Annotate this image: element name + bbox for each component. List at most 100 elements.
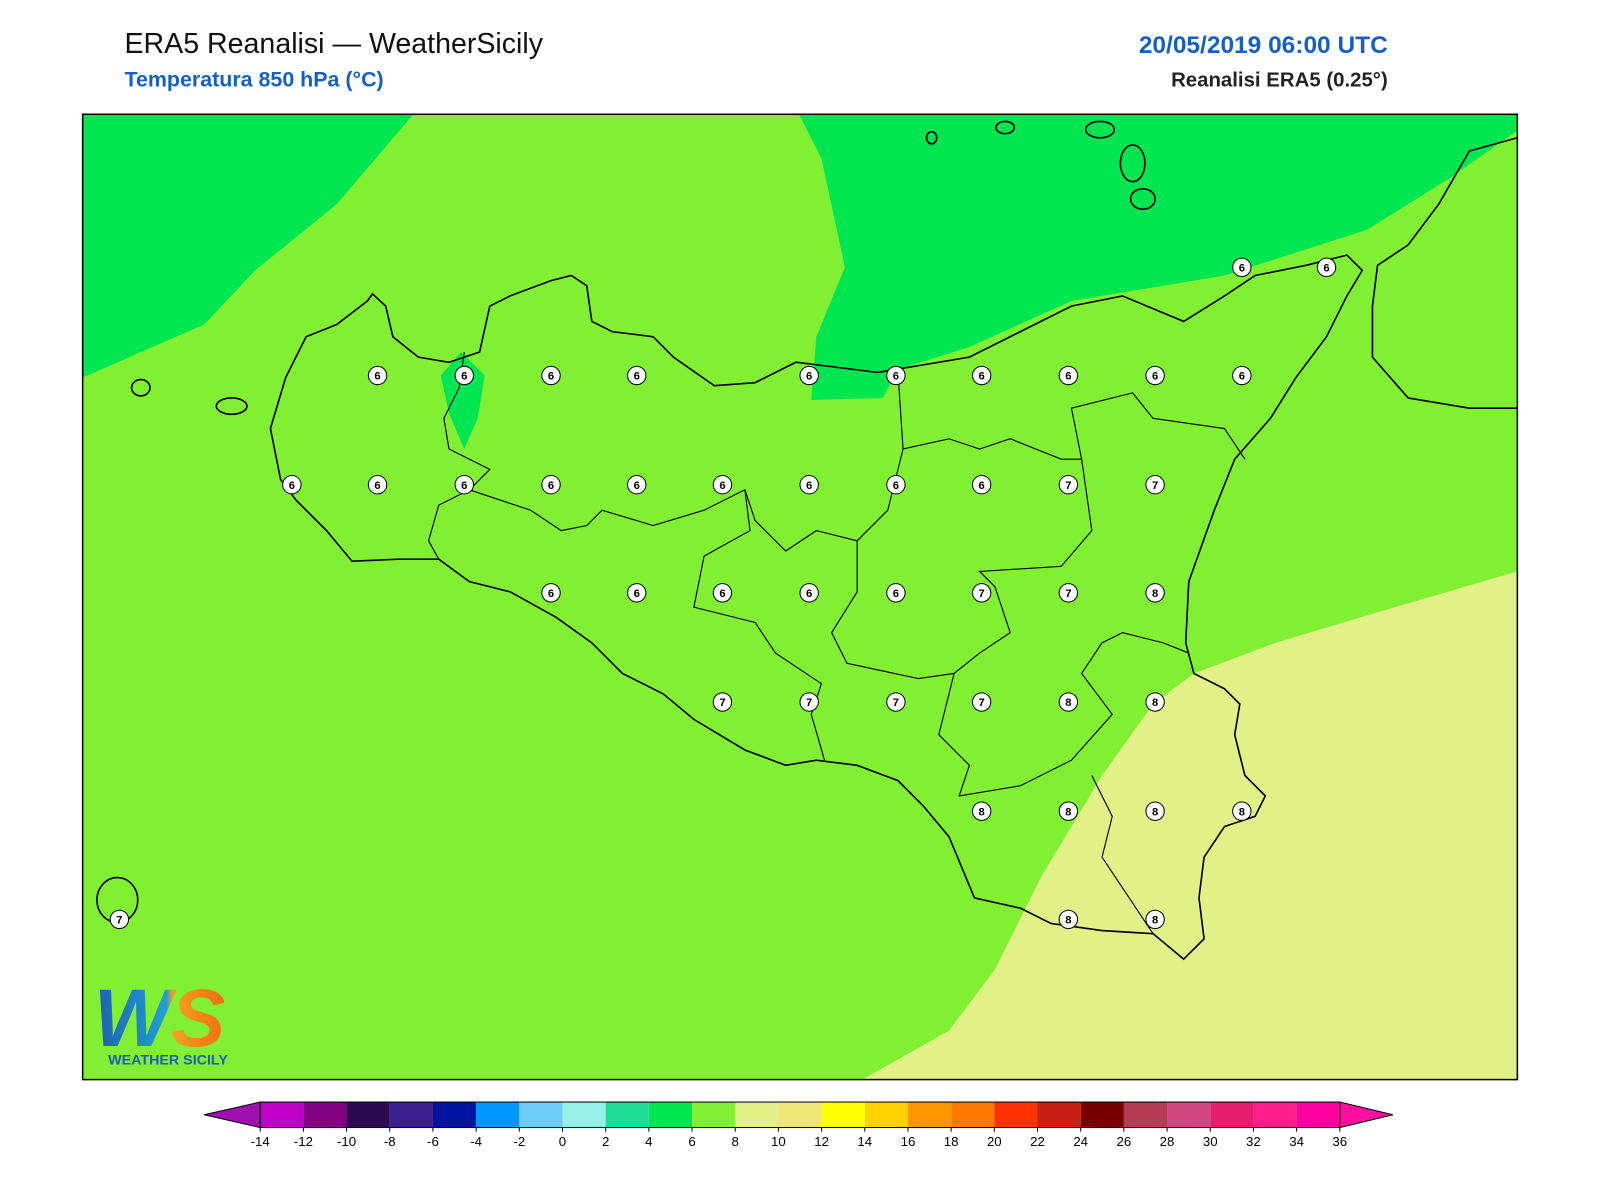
colorbar-tick-label: 32 [1246,1134,1261,1149]
point-value: 7 [116,914,122,926]
colorbar-bin [692,1102,736,1128]
colorbar-bin [260,1102,304,1128]
point-value: 7 [979,697,985,709]
field-4-6 [798,114,1518,401]
colorbar-bin [1210,1102,1254,1128]
point-value: 8 [1152,697,1158,709]
datetime: 20/05/2019 06:00 UTC [1139,32,1388,59]
colorbar-bin [778,1102,822,1128]
point-marker [1145,365,1165,386]
point-value: 6 [461,371,467,383]
colorbar-bin [735,1102,779,1128]
point-value: 7 [806,697,812,709]
point-value: 6 [979,371,985,383]
colorbar-bin [346,1102,390,1128]
colorbar-tick-label: 6 [688,1134,695,1149]
colorbar-bin [1123,1102,1168,1128]
point-value: 8 [1239,806,1245,818]
point-marker [886,475,906,495]
colorbar-tick-label: 18 [944,1134,959,1149]
point-value: 7 [1065,480,1071,492]
point-marker [1232,257,1252,278]
point-marker [799,475,819,495]
colorbar-tick-label: 16 [901,1134,916,1149]
island [130,378,151,397]
point-value: 6 [374,371,380,383]
point-marker [799,583,819,603]
colorbar-tick-label: 10 [771,1134,786,1149]
point-value: 6 [806,480,812,492]
island [215,397,248,416]
colorbar-tick-label: 2 [602,1134,609,1149]
colorbar-tick-label: -12 [294,1134,313,1149]
point-value: 7 [1152,480,1158,492]
point-value: 8 [1065,697,1071,709]
field-8-10 [862,571,1518,1080]
point-marker [712,475,733,495]
point-value: 6 [289,480,295,492]
colorbar-frame [259,1101,1341,1129]
point-value: 6 [893,480,899,492]
colorbar-bin [1296,1102,1340,1128]
logo-mark: WS [94,973,226,1064]
point-marker [971,475,992,495]
point-marker [454,475,474,495]
point-value: 6 [979,480,985,492]
point-marker [1232,365,1252,386]
island [1119,144,1146,183]
point-value: 6 [374,480,380,492]
colorbar-tick-label: 14 [857,1134,872,1149]
point-value: 6 [634,371,640,383]
colorbar-bin [1037,1102,1081,1128]
point-value: 7 [1065,588,1071,600]
colorbar-bin [1080,1102,1124,1128]
logo: WS WEATHER SICILY [94,973,228,1068]
colorbar-tick-label: 28 [1160,1134,1175,1149]
point-value: 6 [1065,371,1071,383]
point-value: 6 [719,480,725,492]
point-marker [971,692,992,712]
point-marker [1058,475,1079,495]
coastline [269,254,1364,961]
field-4-6 [82,114,414,378]
point-marker [971,365,992,386]
map-frame [81,113,1519,1081]
island [995,120,1016,135]
colorbar-tick-label: -6 [427,1134,439,1149]
colorbar-tick-label: 36 [1332,1134,1347,1149]
point-marker [1145,475,1165,495]
point-value: 6 [893,588,899,600]
point-marker [886,365,906,386]
colorbar-bin [951,1102,995,1128]
island [1129,187,1156,210]
point-value: 6 [548,371,554,383]
colorbar: -14 -12 -10 -8 -6 -4 -2 0 2 4 6 8 10 12 14 16 18 20 22 24 26… [203,1101,1393,1149]
colorbar-bin [432,1102,477,1128]
point-value: 6 [548,480,554,492]
point-marker [627,583,647,603]
colorbar-tick-label: 22 [1030,1134,1045,1149]
point-value: 6 [1239,262,1245,274]
island [1084,120,1116,139]
coastline [1371,136,1518,409]
point-marker [1058,801,1079,821]
point-value: 6 [719,588,725,600]
point-value: 8 [1152,806,1158,818]
point-marker [1058,583,1079,603]
point-value: 6 [1152,371,1158,383]
point-marker [541,475,561,495]
point-marker [1316,257,1337,278]
point-marker [1145,692,1165,712]
point-value: 8 [1065,806,1071,818]
point-marker [971,583,992,603]
point-value: 7 [719,697,725,709]
point-value: 7 [979,588,985,600]
point-value: 8 [1152,914,1158,926]
colorbar-bin [1253,1102,1297,1128]
colorbar-tick-label: 26 [1117,1134,1132,1149]
title: ERA5 Reanalisi — WeatherSicily [124,28,543,60]
point-marker [541,583,561,603]
point-marker [799,365,819,386]
province-border [902,438,1082,460]
